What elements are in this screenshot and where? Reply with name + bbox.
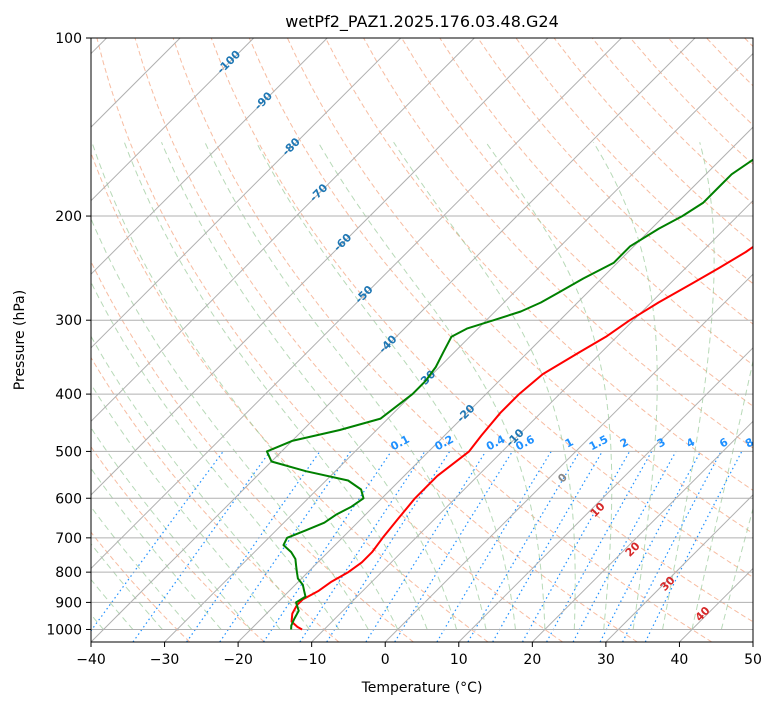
- y-tick-label: 900: [55, 595, 82, 611]
- dry-adiabat-line: [96, 38, 563, 642]
- moist-adiabat-line: [91, 542, 163, 630]
- dry-adiabat-line: [91, 445, 265, 642]
- x-tick-label: −20: [223, 652, 253, 668]
- plot-area: -100-90-80-70-60-50-40-30-20-100.1 0.2 0.4…: [91, 38, 756, 642]
- dry-adiabat-line: [401, 38, 753, 407]
- dry-adiabat-line: [477, 38, 753, 325]
- x-tick-label: −10: [297, 652, 327, 668]
- moist-adiabat-line: [91, 578, 134, 630]
- mixing-ratio-line: [262, 451, 392, 642]
- x-tick-label: 30: [597, 652, 615, 668]
- dry-adiabat-line: [210, 38, 753, 623]
- moist-adiabat-line: [204, 141, 487, 630]
- y-tick-label: 200: [55, 209, 82, 225]
- x-axis-title: Temperature (°C): [361, 680, 483, 696]
- x-tick-label: −40: [76, 652, 106, 668]
- moist-adiabat-line: [91, 467, 222, 630]
- moist-adiabat-line: [91, 383, 281, 630]
- moist-adiabat-line: [662, 142, 715, 630]
- profile-lines: [265, 158, 753, 631]
- y-tick-label: 800: [55, 565, 82, 581]
- moist-adiabats: [91, 141, 753, 630]
- mixing-ratio-line: [219, 451, 352, 642]
- x-tick-label: 10: [450, 652, 468, 668]
- moist-adiabat-line: [317, 141, 546, 630]
- moist-adiabat-line: [91, 281, 340, 630]
- y-tick-label: 300: [55, 313, 82, 329]
- dry-adiabat-line: [134, 38, 638, 642]
- dry-adiabat-line: [325, 38, 753, 491]
- x-tick-label: −30: [150, 652, 180, 668]
- isotherm-line: [91, 38, 622, 570]
- x-tick-label: 0: [381, 652, 390, 668]
- mixing-ratio-line: [546, 451, 653, 642]
- isotherm-line: [91, 38, 549, 496]
- dry-adiabat-line: [91, 356, 340, 642]
- moist-adiabat-line: [393, 141, 576, 630]
- moist-adiabat-line: [91, 335, 310, 630]
- dewpoint-profile-line: [265, 158, 753, 630]
- moist-adiabat-line: [161, 142, 458, 630]
- mixing-ratio-line: [326, 451, 451, 642]
- dry-adiabat-line: [91, 531, 191, 642]
- isotherm-line: [311, 199, 753, 642]
- mixing-ratio-line: [365, 451, 487, 642]
- mixing-ratio-label: 8: [743, 435, 756, 450]
- x-tick-label: 50: [744, 652, 762, 668]
- mixing-ratio-line: [299, 451, 426, 642]
- isotherm-line: [458, 347, 753, 642]
- mixing-ratio-line: [436, 451, 552, 642]
- moist-adiabat-line: [592, 141, 658, 630]
- axes: −40 −30 −20 −10 0 10 20 30 40 50 100 200 300 400 500 60…: [46, 31, 762, 668]
- moist-adiabat-line: [91, 217, 369, 630]
- mixing-ratio-line: [572, 451, 677, 642]
- dry-adiabat-line: [172, 38, 713, 642]
- y-tick-label: 400: [55, 387, 82, 403]
- isotherm-line: [91, 38, 475, 423]
- moist-adiabat-line: [91, 142, 399, 630]
- dry-adiabats: [91, 38, 753, 642]
- isotherm-line: [91, 38, 402, 349]
- temperature-profile-line: [290, 245, 753, 631]
- isotherm-line: [384, 273, 753, 642]
- y-tick-label: 700: [55, 531, 82, 547]
- isotherm-line: [531, 420, 753, 642]
- plot-background: [91, 38, 753, 642]
- chart-title: wetPf2_PAZ1.2025.176.03.48.G24: [285, 12, 559, 32]
- x-tick-label: 40: [671, 652, 689, 668]
- skewed-isotherms: [91, 38, 753, 642]
- y-axis-title: Pressure (hPa): [12, 290, 28, 390]
- isotherm-line: [164, 52, 753, 642]
- y-tick-label: 100: [55, 31, 82, 47]
- moist-adiabat-line: [91, 506, 193, 630]
- y-tick-label: 600: [55, 491, 82, 507]
- moist-adiabat-line: [123, 142, 428, 630]
- moist-adiabat-line: [691, 358, 753, 630]
- isotherm-line: [237, 126, 753, 642]
- moist-adiabat-line: [91, 427, 251, 630]
- isobars: [91, 38, 753, 630]
- dry-adiabat-line: [91, 151, 489, 642]
- mixing-ratio-line: [186, 451, 321, 642]
- isotherm-line: [91, 38, 696, 642]
- y-tick-label: 1000: [46, 622, 82, 638]
- isotherm-line: [91, 38, 328, 275]
- isotherm-line: [605, 494, 753, 642]
- plot-frame: [90, 37, 754, 643]
- isotherm-line: [91, 38, 255, 202]
- y-tick-label: 500: [55, 444, 82, 460]
- mixing-ratio-line: [467, 451, 581, 642]
- moist-adiabat-line: [255, 141, 516, 630]
- x-tick-label: 20: [523, 652, 541, 668]
- dry-adiabat-line: [248, 38, 753, 578]
- dry-adiabat-line: [515, 38, 753, 285]
- moist-adiabat-line: [485, 141, 613, 630]
